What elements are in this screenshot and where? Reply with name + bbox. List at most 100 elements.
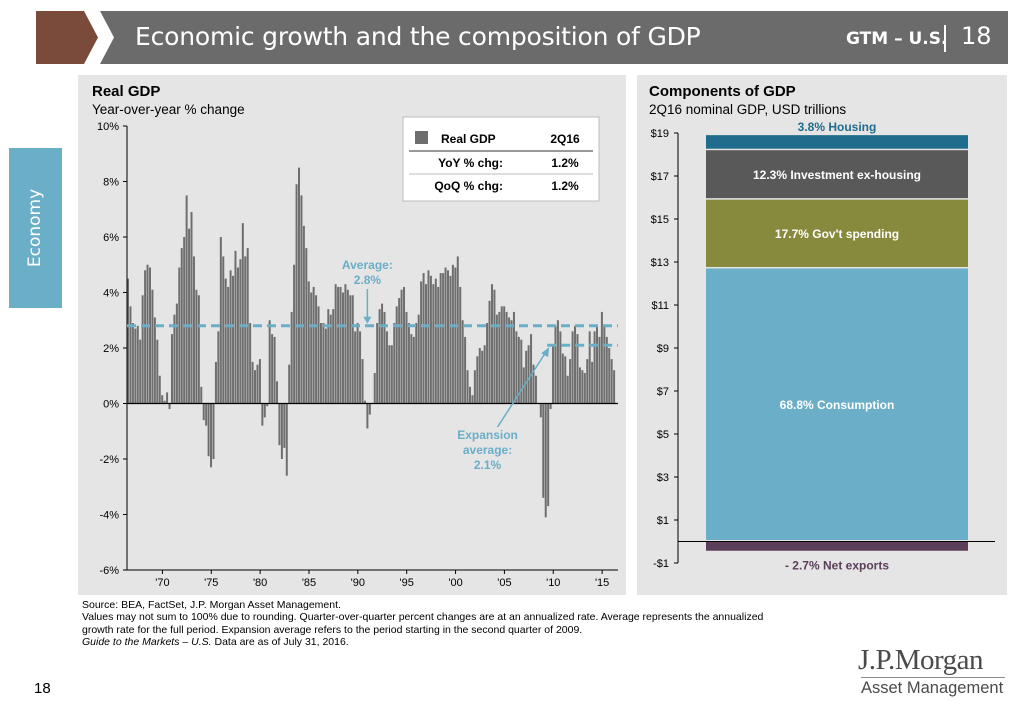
components-chart: -$1 $1 $3 $5 $7 $9 $11 $13 $15 $17 $19 - 2.7% Net … xyxy=(651,120,995,572)
gdp-bar xyxy=(471,395,474,404)
gdp-bar xyxy=(244,256,247,404)
gdp-bar xyxy=(327,309,330,404)
legend-row-label: YoY % chg: xyxy=(438,156,503,170)
gdp-bar xyxy=(564,356,567,404)
gdp-bar xyxy=(429,275,432,404)
guide-title: Guide to the Markets – U.S. xyxy=(82,635,212,648)
gdp-bar xyxy=(234,250,237,404)
gdp-bar xyxy=(554,325,557,404)
gdp-bar xyxy=(131,323,134,404)
banner-accent-chevron xyxy=(36,11,98,64)
gdp-bar xyxy=(363,400,366,404)
gdp-bar xyxy=(356,323,359,404)
y-tick-label: $7 xyxy=(657,386,669,398)
gdp-bar xyxy=(295,184,298,404)
footnote-2: growth rate for the full period. Expansi… xyxy=(82,623,583,636)
gdp-bar xyxy=(481,350,484,404)
gdp-bar xyxy=(298,167,300,404)
x-tick-label: '75 xyxy=(204,577,218,589)
gdp-bar xyxy=(332,309,335,404)
gdp-bar xyxy=(366,403,369,429)
side-tab-label-wrap: Economy xyxy=(9,148,62,308)
gdp-bar xyxy=(175,303,178,404)
component-label: 17.7% Gov't spending xyxy=(775,227,899,241)
average-value-label: 2.8% xyxy=(354,273,382,287)
gdp-bar xyxy=(329,314,332,404)
gdp-bar xyxy=(158,375,161,404)
footnotes: Source: BEA, FactSet, J.P. Morgan Asset … xyxy=(82,599,862,648)
component-segment xyxy=(706,135,968,149)
y-tick-label: -2% xyxy=(99,454,119,466)
y-tick-label: $11 xyxy=(651,300,669,312)
gdp-bar xyxy=(596,325,599,404)
gdp-bar xyxy=(561,353,564,404)
gdp-bar xyxy=(224,278,227,404)
y-tick-label: 2% xyxy=(103,343,119,355)
expansion-value-label: 2.1% xyxy=(474,458,502,472)
gdp-bar xyxy=(161,395,164,404)
gdp-axes: -6% -4% -2% 0% 2% 4% 6% 8% 10% '70 '75 '80 '85 '90 '95… xyxy=(97,121,618,589)
gdp-bar xyxy=(503,306,506,404)
x-tick-label: '05 xyxy=(497,577,511,589)
gdp-bar xyxy=(271,334,274,404)
gdp-bar xyxy=(129,306,132,404)
components-title: Components of GDP xyxy=(649,83,796,100)
gdp-bar xyxy=(591,361,594,404)
gdp-bar xyxy=(588,331,591,404)
y-tick-label: -6% xyxy=(99,565,119,577)
gdp-bar xyxy=(307,281,310,404)
component-label: - 2.7% Net exports xyxy=(785,558,889,572)
gdp-bar xyxy=(148,267,151,404)
x-tick-label: '90 xyxy=(351,577,365,589)
gdp-bar xyxy=(302,225,305,404)
gdp-bar xyxy=(251,361,254,404)
average-arrow-head xyxy=(363,316,372,324)
jpmorgan-logo: J.P.Morgan xyxy=(858,644,984,676)
x-tick-label: '10 xyxy=(546,577,560,589)
gdp-bar xyxy=(376,323,379,404)
gdp-bar xyxy=(571,331,574,404)
gdp-bar xyxy=(156,339,159,404)
gdp-bar xyxy=(410,334,413,404)
gdp-bar xyxy=(293,264,296,404)
gdp-bar xyxy=(581,370,584,404)
gdp-bar xyxy=(261,403,264,426)
gdp-bar xyxy=(241,223,244,404)
gdp-bar xyxy=(263,403,266,418)
gdp-bar xyxy=(378,309,381,404)
gdp-bar xyxy=(517,336,520,404)
expansion-label-2: average: xyxy=(463,443,512,457)
gdp-bar xyxy=(183,237,186,404)
gdp-bar xyxy=(574,325,577,404)
footnote-3: Guide to the Markets – U.S. Data are as … xyxy=(82,636,862,648)
gdp-bar xyxy=(483,345,486,404)
gdp-bar xyxy=(486,323,489,404)
y-tick-label: $5 xyxy=(657,429,669,441)
gdp-bar xyxy=(127,278,129,404)
y-tick-label: $17 xyxy=(651,171,669,183)
side-tab[interactable] xyxy=(9,148,62,308)
expansion-arrow-shaft xyxy=(496,352,546,428)
gdp-bars xyxy=(127,167,616,518)
gdp-bar xyxy=(349,295,352,404)
side-tab-label: Economy xyxy=(25,188,46,268)
gdp-bar xyxy=(168,403,171,410)
gdp-bar xyxy=(266,403,269,407)
gdp-bar xyxy=(273,336,276,404)
gdp-bar xyxy=(613,370,616,404)
gdp-bar xyxy=(341,292,344,404)
gdp-bar xyxy=(280,403,283,459)
gdp-bar xyxy=(461,320,464,404)
gdp-bar xyxy=(134,328,137,404)
component-label: 12.3% Investment ex-housing xyxy=(753,168,921,182)
gdp-bar xyxy=(190,212,193,404)
gdp-bar xyxy=(449,275,452,404)
gdp-bar xyxy=(141,295,144,404)
gdp-bar xyxy=(315,295,318,404)
gdp-bar xyxy=(549,403,552,410)
gdp-bar xyxy=(359,331,362,404)
real-gdp-subtitle: Year-over-year % change xyxy=(92,102,245,117)
component-segment xyxy=(706,199,968,267)
legend-period: 2Q16 xyxy=(550,132,580,146)
